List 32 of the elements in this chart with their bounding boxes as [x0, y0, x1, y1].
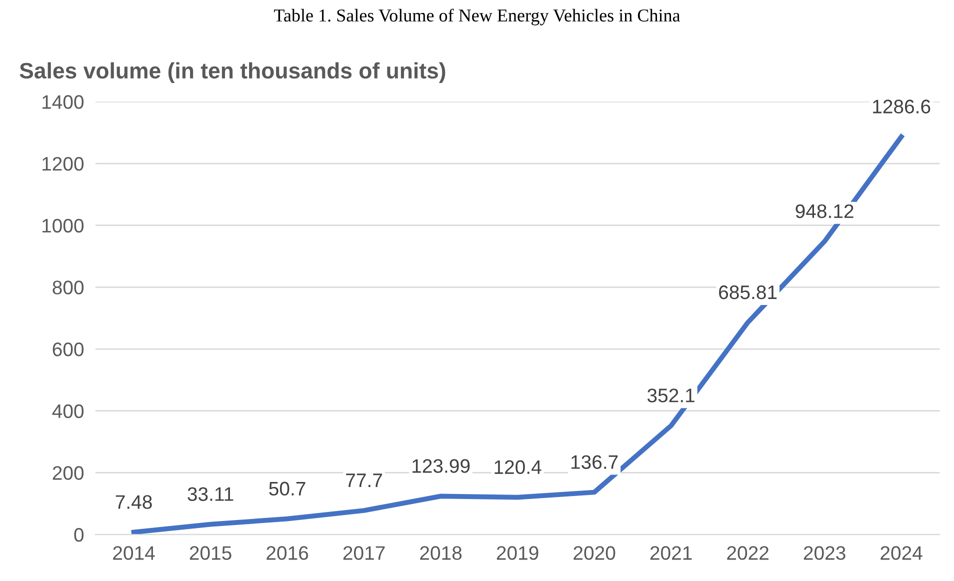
y-tick-label: 800 — [52, 280, 84, 294]
data-label: 136.7 — [571, 455, 618, 469]
y-tick-label: 0 — [74, 528, 84, 542]
data-label: 7.48 — [116, 495, 152, 509]
x-tick-label: 2022 — [727, 546, 768, 560]
y-tick-label: 1200 — [42, 156, 84, 171]
x-tick-label: 2024 — [880, 546, 922, 560]
y-tick-label: 200 — [52, 466, 84, 480]
data-label: 352.1 — [647, 388, 694, 402]
chart-subtitle: Sales volume (in ten thousands of units) — [20, 62, 446, 83]
y-tick-label: 400 — [52, 404, 84, 418]
x-tick-label: 2018 — [420, 546, 462, 560]
data-label: 50.7 — [269, 482, 306, 496]
x-tick-label: 2021 — [650, 546, 692, 560]
y-tick-label: 600 — [52, 342, 84, 356]
x-tick-label: 2017 — [343, 546, 385, 560]
x-tick-label: 2014 — [113, 546, 155, 560]
chart-title: Table 1. Sales Volume of New Energy Vehicles in China — [274, 8, 680, 26]
data-label: 1286.6 — [873, 100, 930, 114]
data-label: 33.11 — [188, 487, 234, 501]
x-tick-label: 2016 — [266, 546, 308, 560]
x-tick-label: 2019 — [496, 546, 538, 560]
x-tick-label: 2020 — [574, 546, 616, 560]
y-tick-label: 1000 — [42, 218, 84, 233]
data-label: 948.12 — [796, 204, 854, 218]
x-tick-label: 2023 — [804, 546, 846, 560]
data-label: 685.81 — [719, 285, 777, 300]
y-tick-label: 1400 — [42, 95, 84, 109]
x-tick-label: 2015 — [190, 546, 232, 560]
data-label: 123.99 — [412, 459, 470, 473]
data-label: 77.7 — [346, 474, 382, 488]
data-label: 120.4 — [494, 460, 542, 474]
